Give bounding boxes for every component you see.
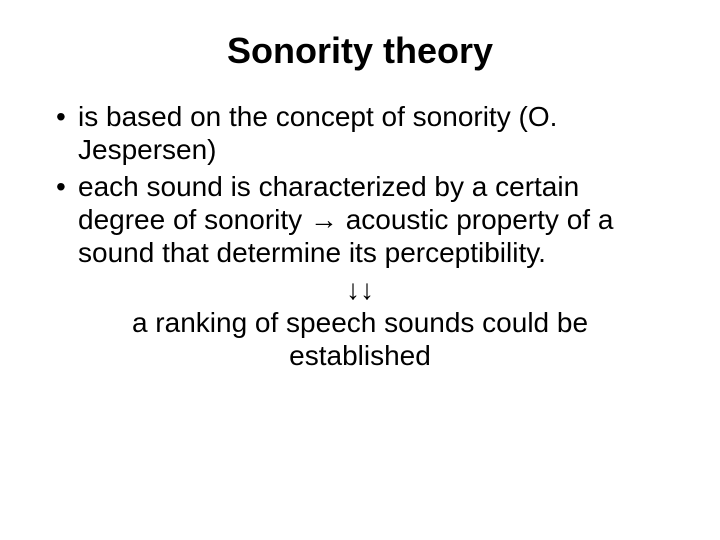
down-arrows: ↓↓ [50, 273, 670, 306]
slide-title: Sonority theory [50, 30, 670, 72]
bullet-list: is based on the concept of sonority (O. … [50, 100, 670, 269]
slide: Sonority theory is based on the concept … [0, 0, 720, 540]
conclusion-text: a ranking of speech sounds could be esta… [50, 306, 670, 372]
list-item: is based on the concept of sonority (O. … [50, 100, 670, 166]
list-item: each sound is characterized by a certain… [50, 170, 670, 269]
